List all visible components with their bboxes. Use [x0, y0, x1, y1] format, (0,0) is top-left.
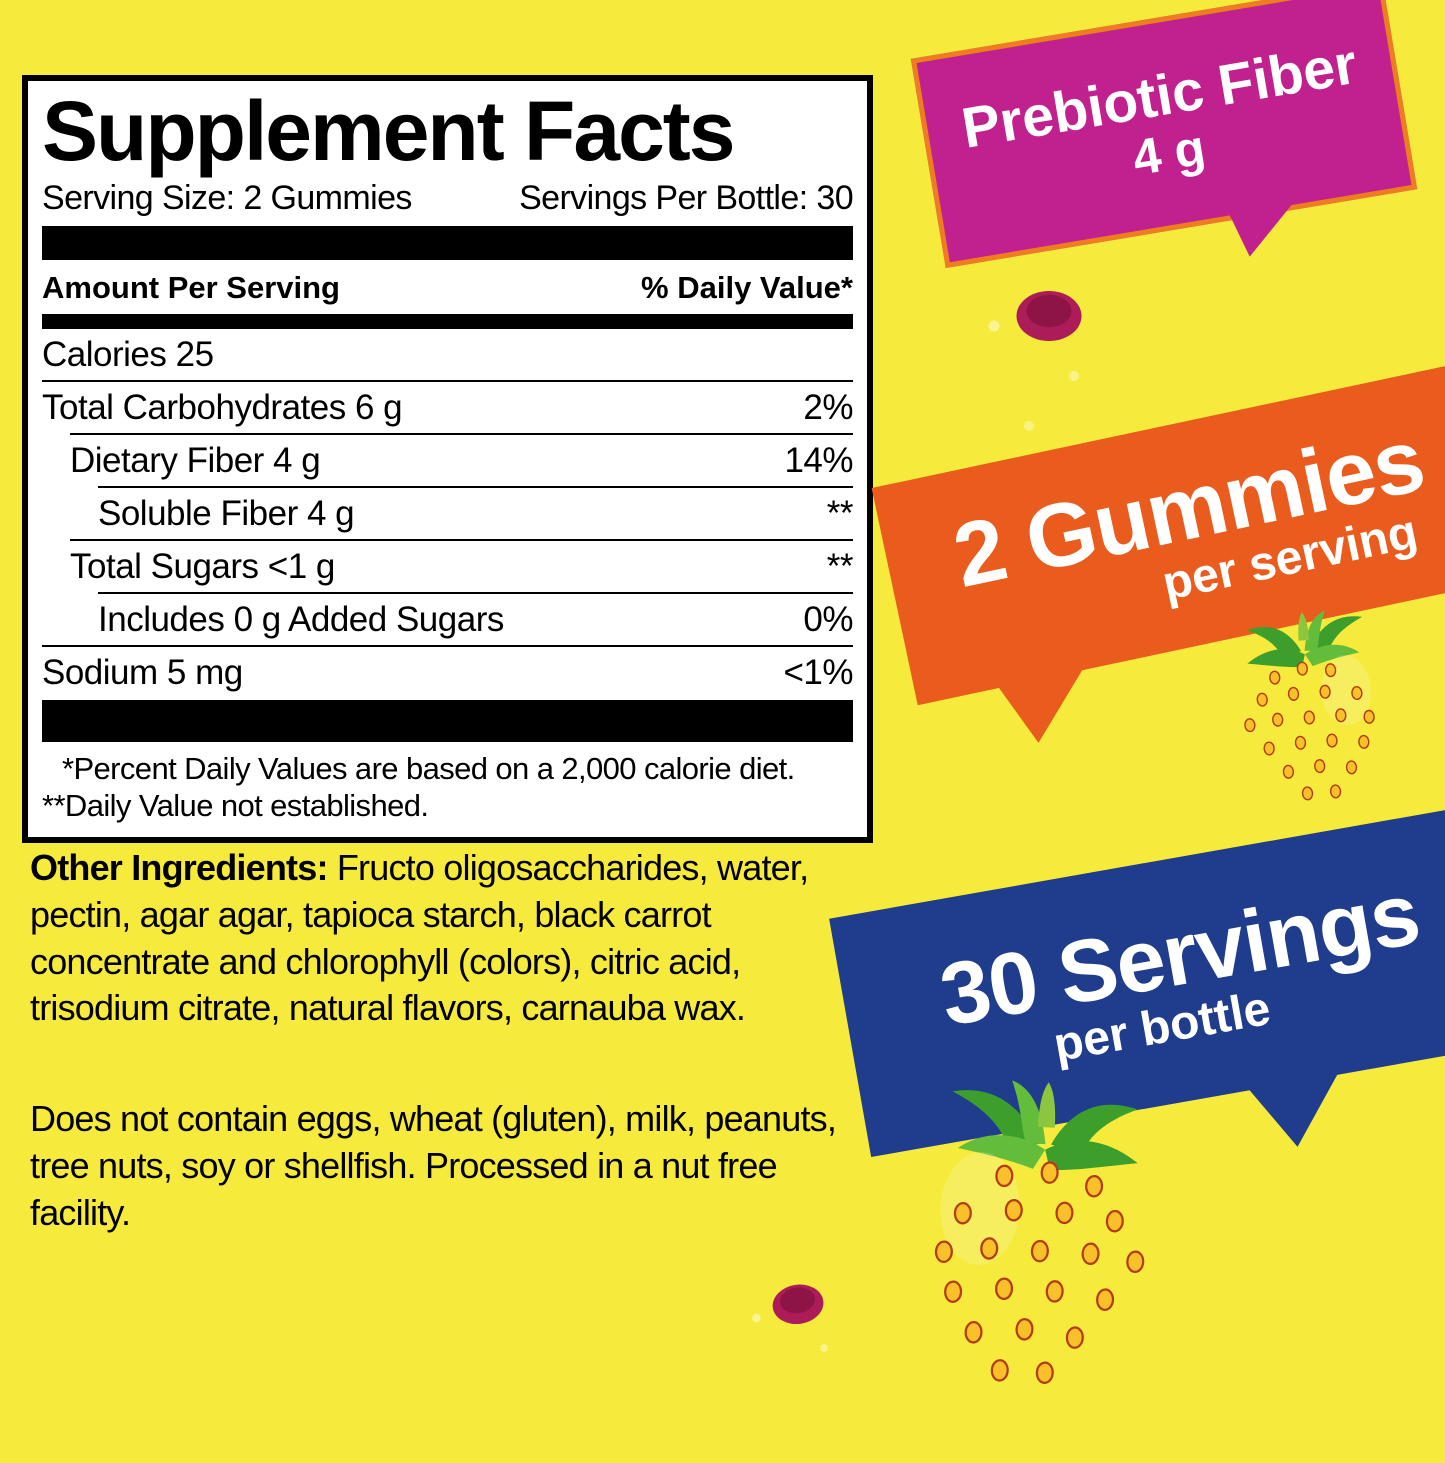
- nutrient-value: **: [826, 546, 854, 586]
- nutrient-row: Dietary Fiber 4 g 14%: [70, 432, 853, 486]
- nutrient-row: Total Sugars <1 g **: [70, 538, 854, 592]
- raspberry-image: [918, 226, 1170, 476]
- table-header-row: Amount Per Serving % Daily Value*: [42, 260, 853, 314]
- serving-size-text: Serving Size: 2 Gummies: [42, 178, 412, 217]
- panel-title: Supplement Facts: [42, 84, 735, 178]
- nutrient-label: Calories 25: [42, 334, 214, 374]
- other-ingredients-text: Fructo oligosaccharides, water, pectin, …: [30, 847, 809, 1029]
- nutrient-label: Includes 0 g Added Sugars: [98, 599, 504, 639]
- nutrient-value: **: [826, 493, 854, 533]
- amount-per-serving-header: Amount Per Serving: [42, 269, 340, 305]
- nutrient-value: 0%: [803, 599, 853, 639]
- nutrient-label: Sodium 5 mg: [42, 652, 243, 692]
- raspberry-image: [687, 1221, 908, 1442]
- other-ingredients-label: Other Ingredients:: [30, 847, 328, 888]
- nutrient-label: Soluble Fiber 4 g: [98, 493, 355, 533]
- strawberry-graphic: [916, 1080, 1166, 1426]
- strawberry-graphic: [1230, 610, 1387, 827]
- speech-bubble-tail: [1216, 196, 1307, 261]
- divider-bar-thick: [42, 225, 853, 260]
- raspberry-graphic: [712, 1258, 891, 1435]
- strawberry-image: [847, 1073, 1232, 1463]
- nutrient-value: <1%: [783, 652, 853, 692]
- nutrient-value: 2%: [803, 387, 853, 427]
- nutrient-value: 14%: [784, 440, 853, 480]
- divider-bar-mid: [42, 313, 853, 329]
- nutrient-row: Sodium 5 mg <1%: [42, 644, 853, 698]
- nutrient-label: Total Sugars <1 g: [70, 546, 335, 586]
- nutrient-row: Includes 0 g Added Sugars 0%: [98, 591, 853, 645]
- prebiotic-fiber-badge-amount: 4 g: [1128, 119, 1210, 187]
- daily-value-header: % Daily Value*: [641, 269, 853, 305]
- speech-bubble-tail: [1244, 1066, 1355, 1154]
- footnote-daily-values: *Percent Daily Values are based on a 2,0…: [62, 750, 795, 786]
- servings-per-bottle-text: Servings Per Bottle: 30: [519, 178, 854, 217]
- speech-bubble-tail: [994, 661, 1102, 749]
- nutrient-table: Calories 25 Total Carbohydrates 6 g 2% Diet…: [42, 329, 854, 698]
- raspberry-graphic: [929, 256, 1162, 476]
- nutrient-row: Total Carbohydrates 6 g 2%: [42, 379, 853, 433]
- allergen-statement: Does not contain eggs, wheat (gluten), m…: [30, 1098, 837, 1233]
- supplement-facts-panel: Supplement Facts Serving Size: 2 Gummies…: [22, 75, 873, 844]
- footnotes: *Percent Daily Values are based on a 2,0…: [42, 742, 853, 826]
- nutrient-row: Calories 25: [42, 329, 853, 380]
- footnote-dv-not-established: **Daily Value not established.: [42, 788, 429, 824]
- nutrient-label: Dietary Fiber 4 g: [70, 440, 321, 480]
- serving-info-row: Serving Size: 2 Gummies Servings Per Bot…: [42, 178, 854, 218]
- nutrient-label: Total Carbohydrates 6 g: [42, 387, 403, 427]
- other-ingredients-paragraph: Other Ingredients: Fructo oligosaccharid…: [30, 845, 875, 1032]
- divider-bar-bottom: [42, 699, 853, 742]
- strawberry-image: [1194, 605, 1426, 852]
- nutrient-row: Soluble Fiber 4 g **: [98, 485, 854, 539]
